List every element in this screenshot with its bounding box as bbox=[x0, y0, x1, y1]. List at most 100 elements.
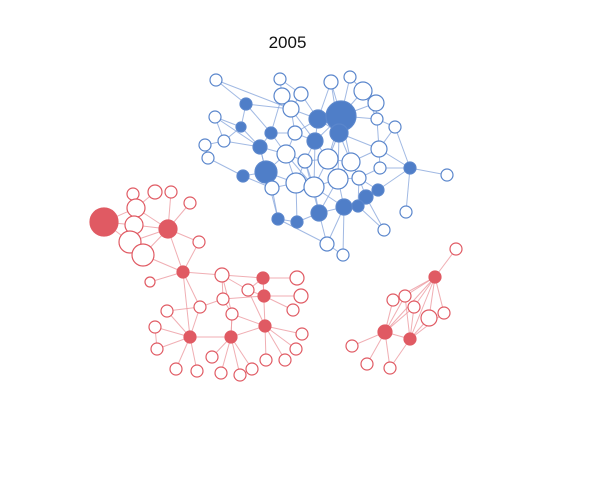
red-node bbox=[205, 350, 219, 364]
red-edge bbox=[409, 276, 436, 340]
blue-node bbox=[310, 204, 328, 222]
red-node bbox=[245, 362, 259, 376]
blue-node bbox=[403, 161, 417, 175]
red-node bbox=[160, 304, 174, 318]
blue-node bbox=[399, 205, 413, 219]
blue-node bbox=[235, 121, 247, 133]
blue-node bbox=[351, 170, 367, 186]
red-node bbox=[360, 357, 374, 371]
red-node bbox=[241, 283, 255, 297]
chart-title: 2005 bbox=[268, 33, 307, 52]
blue-node bbox=[319, 236, 335, 252]
blue-node bbox=[336, 248, 350, 262]
red-node bbox=[131, 243, 155, 267]
blue-node bbox=[377, 223, 391, 237]
red-node bbox=[148, 320, 162, 334]
blue-node bbox=[287, 125, 303, 141]
red-node bbox=[190, 364, 204, 378]
red-node bbox=[437, 306, 451, 320]
blue-node bbox=[367, 94, 385, 112]
red-node bbox=[183, 330, 197, 344]
blue-node bbox=[236, 169, 250, 183]
blue-edge bbox=[214, 116, 261, 148]
red-node bbox=[126, 198, 146, 218]
red-node bbox=[383, 361, 397, 375]
red-node bbox=[258, 319, 272, 333]
red-node bbox=[403, 332, 417, 346]
red-node bbox=[257, 289, 271, 303]
blue-node bbox=[371, 183, 385, 197]
blue-edge bbox=[394, 126, 411, 169]
blue-node bbox=[358, 189, 374, 205]
red-node bbox=[256, 271, 270, 285]
node-layer bbox=[89, 70, 463, 382]
blue-node bbox=[373, 161, 387, 175]
red-edge bbox=[247, 289, 266, 327]
blue-node bbox=[388, 120, 402, 134]
red-node bbox=[259, 353, 273, 367]
red-node bbox=[233, 368, 247, 382]
blue-node bbox=[370, 140, 388, 158]
blue-node bbox=[290, 215, 304, 229]
red-node bbox=[345, 339, 359, 353]
blue-node bbox=[306, 132, 324, 150]
red-node bbox=[193, 300, 207, 314]
red-node bbox=[449, 242, 463, 256]
blue-node bbox=[293, 86, 309, 102]
blue-node bbox=[282, 100, 300, 118]
blue-node bbox=[276, 144, 296, 164]
red-node bbox=[398, 289, 412, 303]
blue-node bbox=[440, 168, 454, 182]
red-node bbox=[407, 300, 421, 314]
blue-node bbox=[351, 199, 365, 213]
red-node bbox=[192, 235, 206, 249]
blue-node bbox=[353, 81, 373, 101]
red-node bbox=[386, 293, 400, 307]
blue-node bbox=[264, 180, 280, 196]
red-edge bbox=[222, 295, 265, 300]
blue-node bbox=[370, 112, 384, 126]
blue-node bbox=[273, 87, 291, 105]
blue-node bbox=[327, 168, 349, 190]
blue-node bbox=[303, 176, 325, 198]
red-node bbox=[289, 270, 305, 286]
red-node bbox=[183, 196, 197, 210]
blue-node bbox=[335, 198, 353, 216]
red-node bbox=[176, 265, 190, 279]
red-node bbox=[126, 187, 140, 201]
red-node bbox=[420, 309, 438, 327]
blue-node bbox=[297, 153, 313, 169]
red-edge bbox=[182, 271, 191, 338]
red-node bbox=[89, 207, 119, 237]
blue-node bbox=[252, 139, 268, 155]
blue-node bbox=[198, 138, 212, 152]
blue-node bbox=[308, 109, 328, 129]
red-node bbox=[293, 288, 309, 304]
red-node bbox=[150, 342, 164, 356]
blue-edge bbox=[215, 79, 292, 110]
red-node bbox=[214, 366, 228, 380]
blue-node bbox=[273, 72, 287, 86]
red-node bbox=[286, 303, 300, 317]
red-edge bbox=[404, 295, 411, 340]
red-node bbox=[169, 362, 183, 376]
blue-node bbox=[217, 134, 231, 148]
blue-node bbox=[239, 97, 253, 111]
blue-node bbox=[317, 148, 339, 170]
blue-node bbox=[201, 151, 215, 165]
blue-node bbox=[323, 74, 339, 90]
blue-node bbox=[341, 152, 361, 172]
blue-node bbox=[285, 172, 307, 194]
red-node bbox=[225, 307, 239, 321]
red-node bbox=[164, 185, 178, 199]
red-node bbox=[428, 270, 442, 284]
blue-edge bbox=[277, 218, 328, 245]
red-node bbox=[144, 276, 156, 288]
red-node bbox=[147, 184, 163, 200]
red-node bbox=[295, 327, 309, 341]
blue-node bbox=[271, 212, 285, 226]
red-node bbox=[377, 324, 393, 340]
blue-node bbox=[329, 123, 349, 143]
blue-node bbox=[343, 70, 357, 84]
